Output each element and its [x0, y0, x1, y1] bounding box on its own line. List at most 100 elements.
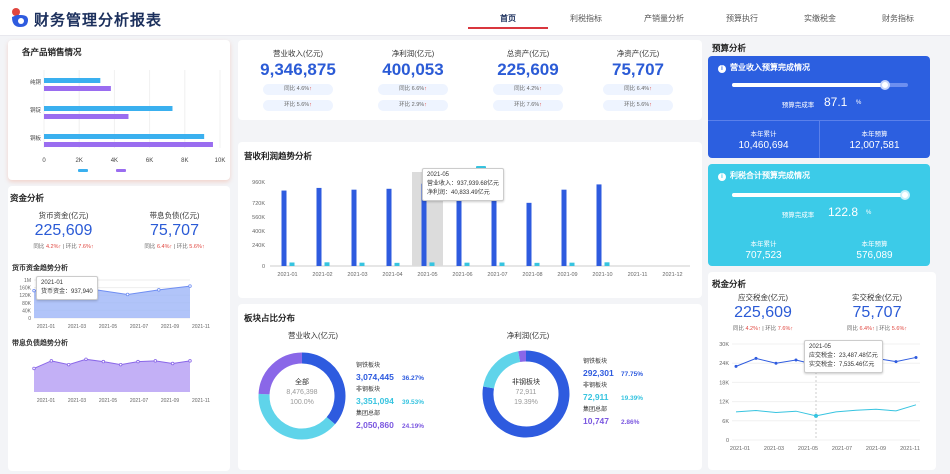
- tab-tax-paid[interactable]: 实缴税金: [804, 14, 836, 23]
- cash-x-tick: 2021-05: [99, 324, 118, 330]
- sales-category-label: 铜锭: [30, 106, 42, 114]
- revenue-donut-center-label: 全部: [295, 379, 309, 386]
- tax-payable-yoy-value: 4.2%: [745, 326, 758, 332]
- revenue-seg-2-pct: 24.19%: [402, 423, 425, 430]
- budget-tax-rate-unit: %: [866, 210, 872, 216]
- budget-revenue-slider-handle[interactable]: [880, 80, 891, 90]
- sales-x-tick: 2K: [76, 158, 83, 164]
- revenue-bar: [281, 190, 287, 266]
- kpi-profit-mom-text: 环比 2.9%: [399, 102, 425, 108]
- sales-x-tick: 8K: [181, 158, 188, 164]
- profit-segment-legend: 钢铁板块 292,301 77.75% 非钢板块 72,911 19.39% 集团总…: [583, 358, 643, 427]
- revenue-x-tick: 2021-09: [557, 272, 577, 278]
- profit-seg-0-name: 钢铁板块: [583, 359, 608, 365]
- tax-payable-point: [894, 360, 898, 364]
- budget-tax-slider-handle[interactable]: [900, 190, 910, 200]
- budget-tax-title: i 利税合计预算完成情况: [718, 170, 810, 181]
- profit-bar: [359, 262, 365, 266]
- cash-y-tick: 160K: [19, 286, 31, 292]
- profit-donut-chart: [482, 350, 570, 438]
- debt-x-tick: 2021-11: [192, 398, 210, 404]
- budget-tax-track: [732, 190, 910, 200]
- debt-point: [136, 359, 140, 364]
- info-icon: i: [718, 173, 726, 181]
- revenue-x-tick: 2021-05: [417, 272, 437, 278]
- revenue-trend-chart: 0 240K 400K 560K 720K 960K 2021-01 2021-02 2021-…: [252, 166, 690, 278]
- tax-payable-point: [734, 364, 738, 368]
- sales-x-tick: 10K: [215, 158, 226, 164]
- debt-value: 75,707: [150, 222, 199, 239]
- debt-point: [49, 359, 54, 363]
- tax-paid-mom-value: 5.6%: [891, 326, 905, 332]
- revenue-donut-center: 全部 8,476,398 100.0%: [262, 378, 342, 408]
- tab-production-sales[interactable]: 产销量分析: [644, 14, 684, 23]
- budget-tax-rate-label: 预算完成率: [781, 212, 815, 219]
- kpi-revenue-mom: 环比 5.6%↑: [263, 100, 333, 111]
- revenue-x-tick: 2021-11: [628, 272, 648, 278]
- debt-change: 同比 6.4%↑ | 环比 5.6%↑: [144, 244, 205, 250]
- profit-bar: [324, 262, 330, 266]
- debt-point: [118, 362, 123, 367]
- debt-x-tick: 2021-05: [99, 398, 118, 404]
- cash-y-tick: 80K: [22, 301, 32, 307]
- budget-revenue-card: i 营业收入预算完成情况 预算完成率 87.1 % 本年累计 10,460,694…: [708, 56, 930, 158]
- kpi-equity-label: 净资产(亿元): [616, 49, 660, 58]
- kpi-profit-value: 400,053: [382, 60, 444, 79]
- revenue-x-tick: 2021-08: [522, 272, 542, 278]
- tab-budget[interactable]: 预算执行: [726, 14, 758, 23]
- revenue-seg-2-value: 2,050,860: [356, 420, 394, 430]
- revenue-bar: [421, 183, 427, 266]
- budget-revenue-fill: [732, 83, 886, 87]
- cash-x-tick: 2021-01: [37, 324, 56, 330]
- profit-donut-center-value: 72,911: [515, 389, 537, 396]
- kpi-equity-yoy-text: 同比 6.4%: [624, 86, 650, 92]
- revenue-bar: [386, 188, 392, 266]
- revenue-seg-0-pct: 36.27%: [402, 375, 425, 382]
- profit-seg-2-name: 集团总部: [583, 407, 608, 413]
- tab-financial-indicators[interactable]: 财务指标: [882, 14, 914, 23]
- tax-payable-point: [774, 361, 778, 365]
- tax-payable-change: 同比 4.2%↑ | 环比 7.6%↑: [732, 326, 794, 332]
- segment-card: 板块占比分布 营业收入(亿元) 全部 8,476,398 100.0% 铜铁板块…: [238, 304, 702, 470]
- profit-seg-0-value: 292,301: [583, 368, 614, 378]
- tax-y-tick: 0: [726, 438, 729, 444]
- kpi-revenue-mom-text: 环比 5.6%: [284, 102, 310, 108]
- kpi-profit-yoy-text: 同比 6.6%: [399, 86, 425, 92]
- sales-x-tick: 6K: [146, 158, 153, 164]
- profit-donut-center-pct: 19.39%: [514, 399, 538, 406]
- budget-revenue-budget-label: 本年预算: [861, 131, 888, 138]
- tax-title: 税金分析: [712, 279, 747, 289]
- segment-right-title: 净利润(亿元): [506, 331, 550, 340]
- cash-mom-label: 环比: [65, 244, 77, 250]
- budget-revenue-rate-label: 预算完成率: [781, 102, 815, 109]
- debt-line: [33, 358, 191, 369]
- revenue-tooltip: 2021-05 营业收入：937,939.68亿元 净利润：40,833.49亿…: [422, 168, 505, 201]
- budget-revenue-ytd-label: 本年累计: [750, 131, 777, 138]
- profit-bar: [534, 262, 540, 266]
- cash-tooltip: 2021-01 货币资金：937,940: [36, 276, 98, 300]
- info-icon: i: [718, 65, 726, 73]
- cash-point: [32, 288, 36, 293]
- tax-tooltip-date: 2021-05: [809, 344, 832, 350]
- revenue-donut-chart: [258, 352, 346, 440]
- revenue-x-tick: 2021-02: [312, 272, 332, 278]
- budget-revenue-title: i 营业收入预算完成情况: [718, 62, 810, 73]
- tax-y-tick: 24K: [719, 361, 729, 367]
- cash-point: [157, 288, 161, 292]
- cash-value: 225,609: [34, 222, 93, 239]
- tax-paid-label: 实交税金(亿元): [852, 293, 902, 302]
- budget-tax-ytd: 707,523: [745, 250, 782, 261]
- revenue-bar: [316, 187, 322, 266]
- revenue-bar: [351, 189, 357, 266]
- kpi-equity-mom: 环比 5.6%↑: [603, 100, 673, 111]
- tax-tooltip-paid: 实交税金：7,535.46亿元: [809, 362, 875, 368]
- revenue-seg-1-value: 3,351,094: [356, 396, 394, 406]
- tab-profit-tax[interactable]: 利税指标: [570, 14, 602, 23]
- profit-seg-1-name: 非钢板块: [583, 383, 608, 389]
- debt-yoy-label: 同比: [144, 244, 156, 250]
- revenue-x-tick: 2021-12: [662, 272, 682, 278]
- budget-tax-budget: 576,089: [856, 250, 893, 261]
- debt-mom-label: 环比: [176, 244, 188, 250]
- product-sales-card: 各产品销售情况 0 2K 4K 6K 8K 10K 纯铜 铜锭 铜板: [8, 40, 230, 180]
- tab-home[interactable]: 首页: [500, 14, 516, 23]
